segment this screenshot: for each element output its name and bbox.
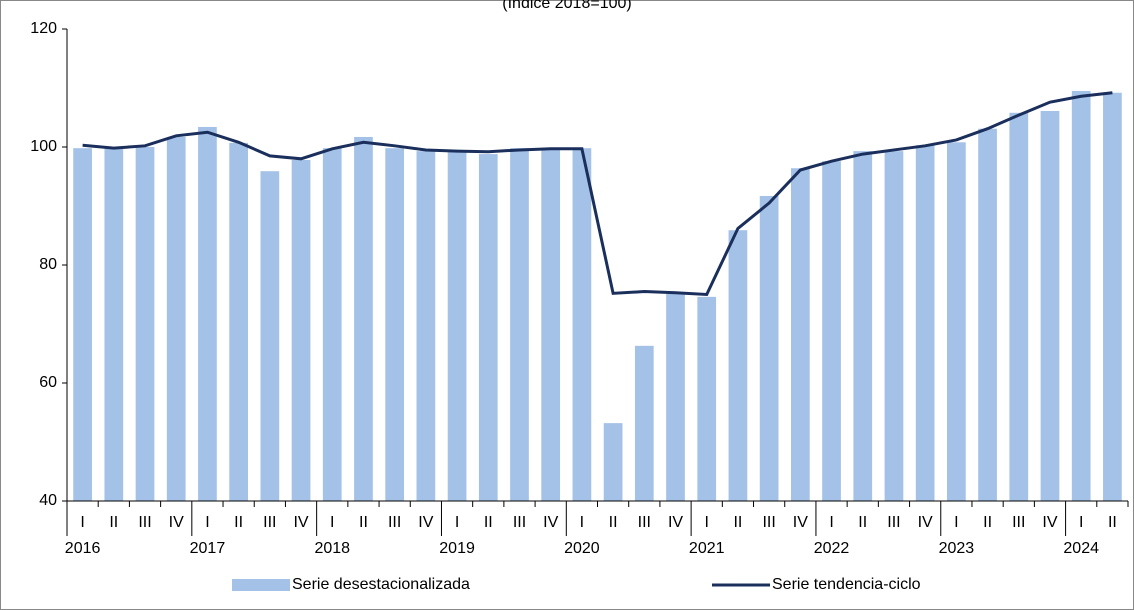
- bar: [759, 195, 779, 501]
- y-tick-label: 120: [30, 20, 57, 37]
- bar: [478, 154, 498, 501]
- bar: [73, 148, 92, 501]
- x-tick-label: IV: [668, 514, 683, 531]
- bar: [853, 151, 873, 501]
- x-tick-label: II: [733, 514, 742, 531]
- bar: [416, 151, 436, 501]
- year-label: 2017: [190, 540, 226, 557]
- bar: [541, 148, 561, 501]
- bar: [884, 151, 904, 501]
- bar: [322, 148, 342, 501]
- x-tick-label: IV: [418, 514, 433, 531]
- bar: [978, 128, 997, 501]
- y-tick-label: 80: [39, 256, 57, 273]
- bar: [666, 292, 685, 501]
- x-tick-label: I: [330, 514, 334, 531]
- bar: [260, 171, 280, 501]
- x-tick-label: IV: [1042, 514, 1057, 531]
- x-tick-label: IV: [793, 514, 808, 531]
- x-tick-label: II: [484, 514, 493, 531]
- year-label: 2020: [564, 540, 600, 557]
- x-tick-label: I: [704, 514, 708, 531]
- bar: [1071, 90, 1091, 501]
- x-tick-label: I: [954, 514, 958, 531]
- chart-subtitle: (Índice 2018=100): [502, 0, 631, 12]
- line: [82, 91, 1113, 297]
- bar: [135, 147, 155, 501]
- bar: [291, 159, 311, 502]
- year-label: 2016: [65, 540, 101, 557]
- bar: [447, 151, 467, 501]
- bar: [915, 145, 935, 502]
- bar: [1103, 92, 1122, 501]
- bar: [198, 126, 217, 501]
- year-label: 2021: [689, 540, 725, 557]
- x-tick-label: III: [887, 514, 900, 531]
- year-label: 2022: [814, 540, 850, 557]
- bar: [697, 296, 717, 501]
- x-tick-label: I: [455, 514, 459, 531]
- x-tick-label: I: [80, 514, 84, 531]
- bar: [947, 142, 966, 501]
- year-label: 2023: [939, 540, 975, 557]
- x-tick-label: III: [263, 514, 276, 531]
- bar: [572, 148, 592, 501]
- x-tick-label: II: [609, 514, 618, 531]
- bar: [634, 345, 654, 501]
- bar: [354, 136, 373, 501]
- year-label: 2019: [439, 540, 475, 557]
- bar: [104, 147, 124, 501]
- bar: [510, 148, 529, 501]
- x-tick-label: IV: [169, 514, 184, 531]
- x-tick-label: III: [638, 514, 651, 531]
- x-tick-label: IV: [293, 514, 308, 531]
- x-tick-label: III: [388, 514, 401, 531]
- x-tick-label: I: [829, 514, 833, 531]
- legend-swatch: [232, 579, 290, 591]
- bar: [1009, 112, 1029, 501]
- x-tick-label: IV: [543, 514, 558, 531]
- x-tick-label: III: [762, 514, 775, 531]
- x-tick-label: II: [359, 514, 368, 531]
- bar: [603, 423, 623, 501]
- legend-label: Serie tendencia-ciclo: [772, 576, 921, 593]
- bar: [1040, 111, 1060, 501]
- x-tick-label: I: [580, 514, 584, 531]
- bar: [822, 161, 841, 501]
- x-tick-label: I: [1079, 514, 1083, 531]
- x-tick-label: II: [109, 514, 118, 531]
- x-tick-label: II: [858, 514, 867, 531]
- bar: [229, 142, 248, 501]
- legend-label: Serie desestacionalizada: [292, 576, 470, 593]
- y-tick-label: 40: [39, 492, 57, 509]
- x-tick-label: I: [205, 514, 209, 531]
- bar: [728, 230, 748, 501]
- y-tick-label: 60: [39, 374, 57, 391]
- x-tick-label: II: [1108, 514, 1117, 531]
- bar: [790, 168, 810, 502]
- x-tick-label: IV: [918, 514, 933, 531]
- x-tick-label: II: [983, 514, 992, 531]
- year-label: 2018: [314, 540, 350, 557]
- year-label: 2024: [1063, 540, 1099, 557]
- x-tick-label: III: [1012, 514, 1025, 531]
- bar: [166, 136, 186, 501]
- x-tick-label: III: [513, 514, 526, 531]
- y-tick-label: 100: [30, 138, 57, 155]
- bar: [385, 148, 405, 501]
- x-tick-label: II: [234, 514, 243, 531]
- x-tick-label: III: [138, 514, 151, 531]
